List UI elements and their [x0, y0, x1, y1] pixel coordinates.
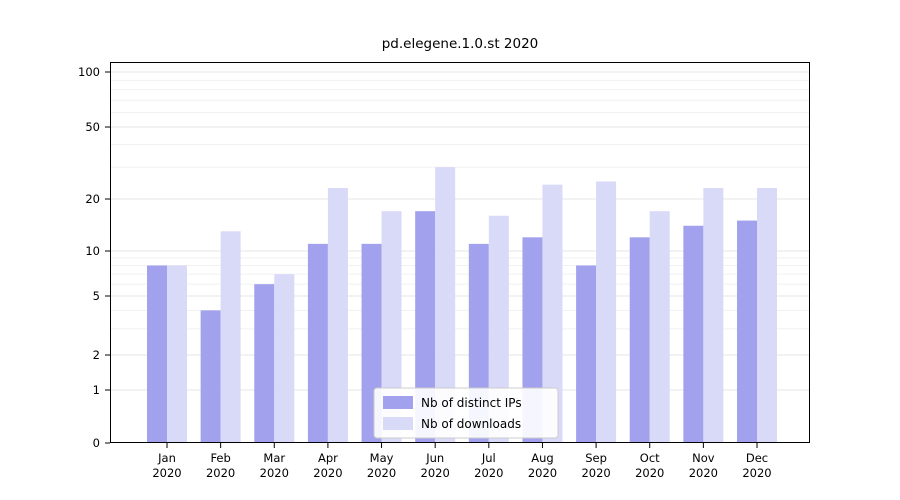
- x-tick-label-month-apr: Apr: [318, 451, 338, 465]
- x-tick-label-year-may: 2020: [367, 466, 396, 480]
- x-tick-label-month-feb: Feb: [210, 451, 230, 465]
- legend-box: [373, 387, 559, 439]
- bar-nb-of-downloads-jul: [488, 215, 509, 443]
- x-tick-label-year-mar: 2020: [260, 466, 289, 480]
- bar-nb-of-downloads-nov: [703, 188, 724, 443]
- bar-nb-of-downloads-feb: [220, 231, 241, 443]
- bar-nb-of-downloads-jun: [435, 167, 456, 443]
- x-tick-label-year-jan: 2020: [152, 466, 181, 480]
- bar-nb-of-downloads-dec: [757, 188, 777, 443]
- bar-nb-of-distinct-ips-sep: [576, 265, 597, 443]
- x-tick-label-year-sep: 2020: [581, 466, 610, 480]
- chart-title: pd.elegene.1.0.st 2020: [381, 36, 539, 52]
- legend-label-nb-of-distinct-ips: Nb of distinct IPs: [421, 396, 522, 410]
- x-tick-label-month-nov: Nov: [692, 451, 715, 465]
- x-tick-label-month-may: May: [370, 451, 394, 465]
- bar-nb-of-distinct-ips-feb: [200, 310, 221, 443]
- y-tick-label-1: 1: [93, 383, 100, 397]
- x-tick-label-year-dec: 2020: [742, 466, 771, 480]
- x-tick-label-year-nov: 2020: [689, 466, 718, 480]
- bar-nb-of-distinct-ips-oct: [629, 237, 650, 443]
- x-tick-label-month-jul: Jul: [481, 451, 496, 465]
- x-tick-label-month-mar: Mar: [263, 451, 285, 465]
- x-tick-label-year-apr: 2020: [313, 466, 342, 480]
- x-tick-label-year-aug: 2020: [528, 466, 557, 480]
- x-tick-label-year-oct: 2020: [635, 466, 664, 480]
- x-tick-label-month-oct: Oct: [640, 451, 660, 465]
- x-tick-label-year-feb: 2020: [206, 466, 235, 480]
- y-tick-label-2: 2: [93, 348, 100, 362]
- bar-nb-of-distinct-ips-nov: [683, 225, 704, 443]
- bar-nb-of-downloads-jan: [167, 265, 187, 443]
- legend-label-nb-of-downloads: Nb of downloads: [421, 417, 521, 431]
- x-tick-label-year-jun: 2020: [421, 466, 450, 480]
- bar-nb-of-downloads-may: [381, 211, 402, 443]
- legend-swatch-nb-of-downloads: [383, 417, 413, 430]
- bar-nb-of-downloads-mar: [274, 274, 295, 443]
- bar-nb-of-downloads-sep: [596, 181, 617, 444]
- bar-nb-of-downloads-aug: [542, 184, 563, 444]
- y-tick-label-20: 20: [85, 192, 100, 206]
- y-tick-label-0: 0: [93, 436, 100, 450]
- bar-nb-of-distinct-ips-jan: [147, 265, 167, 443]
- y-tick-label-100: 100: [78, 65, 100, 79]
- bar-nb-of-distinct-ips-dec: [737, 220, 757, 443]
- x-tick-label-month-jan: Jan: [157, 451, 176, 465]
- plot-border: [110, 62, 810, 443]
- y-tick-label-5: 5: [93, 289, 100, 303]
- bar-nb-of-downloads-oct: [649, 211, 670, 443]
- bar-nb-of-distinct-ips-jun: [415, 211, 436, 443]
- legend-swatch-nb-of-distinct-ips: [383, 396, 413, 409]
- x-tick-label-month-dec: Dec: [746, 451, 768, 465]
- x-tick-label-year-jul: 2020: [474, 466, 503, 480]
- bar-nb-of-downloads-apr: [327, 188, 348, 443]
- y-tick-label-50: 50: [85, 120, 100, 134]
- x-tick-label-month-jun: Jun: [425, 451, 444, 465]
- bar-nb-of-distinct-ips-mar: [254, 284, 275, 443]
- x-tick-label-month-aug: Aug: [531, 451, 553, 465]
- x-tick-label-month-sep: Sep: [585, 451, 607, 465]
- bar-nb-of-distinct-ips-apr: [307, 243, 328, 443]
- y-tick-label-10: 10: [85, 244, 100, 258]
